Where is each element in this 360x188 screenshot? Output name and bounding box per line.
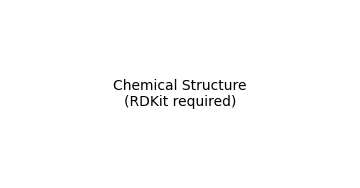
Text: Chemical Structure
(RDKit required): Chemical Structure (RDKit required)	[113, 79, 247, 109]
